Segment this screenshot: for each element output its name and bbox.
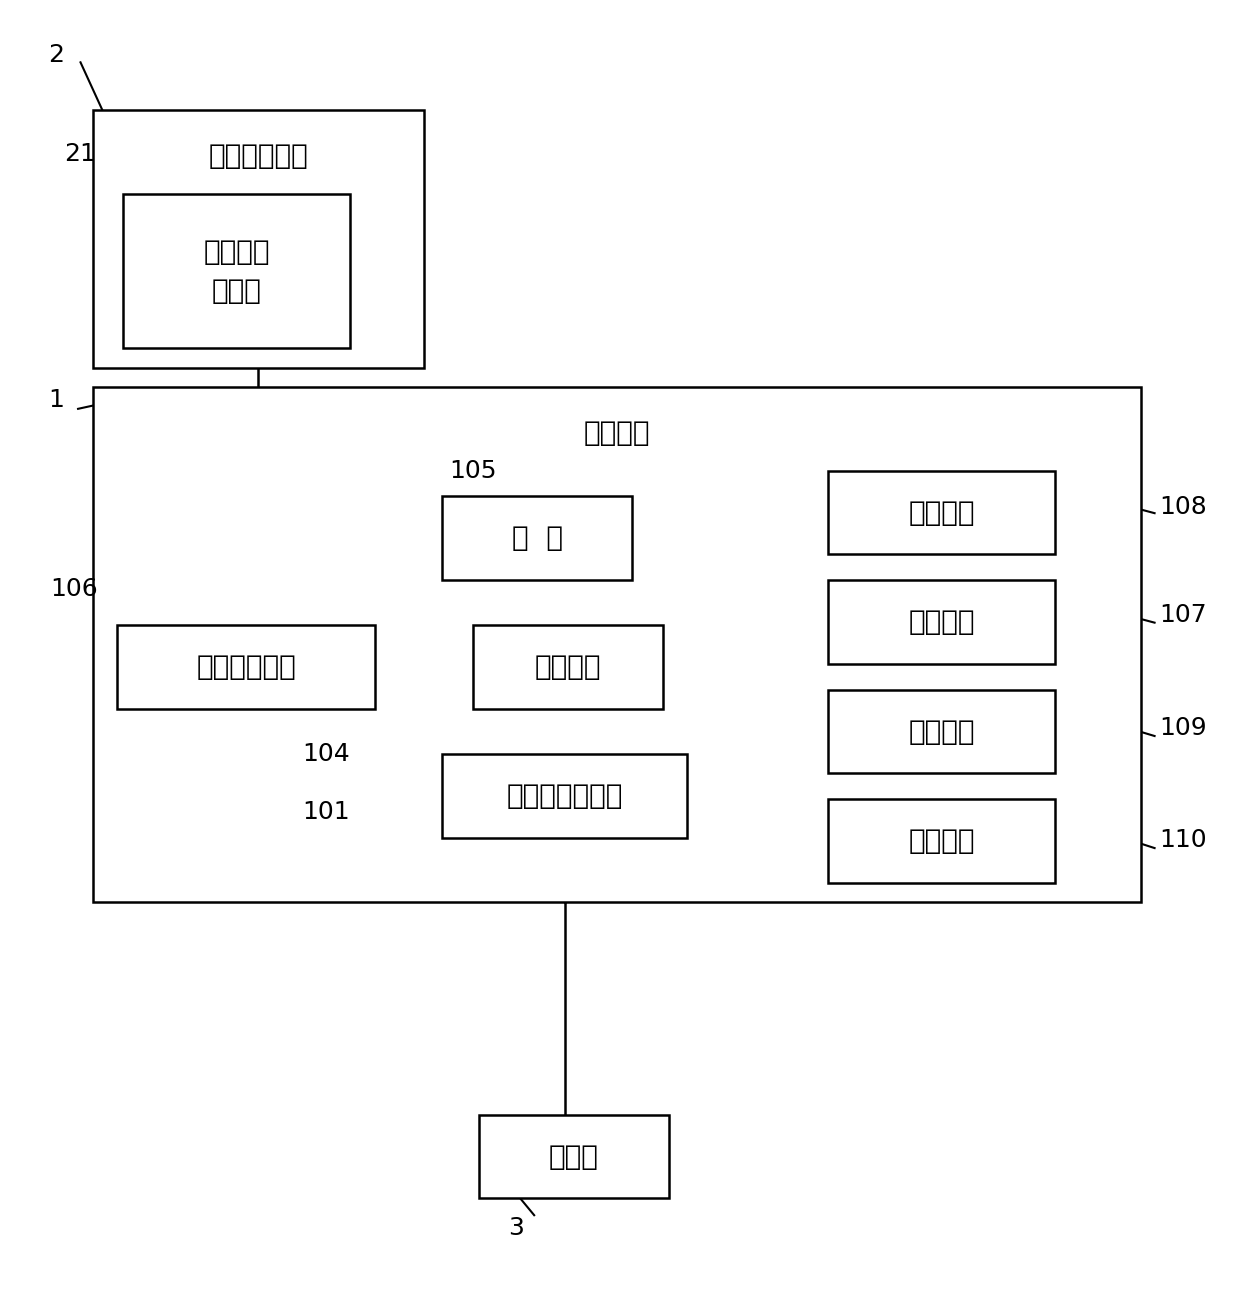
Text: 存储模块: 存储模块 xyxy=(909,827,975,855)
Bar xyxy=(124,194,350,349)
Bar xyxy=(472,625,663,710)
Bar xyxy=(118,625,374,710)
Text: 106: 106 xyxy=(51,577,98,602)
Bar xyxy=(443,496,632,581)
Text: 电  源: 电 源 xyxy=(512,525,563,552)
Bar xyxy=(443,754,687,837)
Bar xyxy=(828,799,1055,883)
Text: 3: 3 xyxy=(508,1216,523,1240)
Bar xyxy=(828,470,1055,555)
Bar xyxy=(479,1115,670,1198)
Text: 107: 107 xyxy=(1159,603,1207,628)
Text: 1: 1 xyxy=(48,388,64,411)
Text: 110: 110 xyxy=(1159,828,1207,853)
Text: 移动端: 移动端 xyxy=(549,1143,599,1170)
Text: 按键模块: 按键模块 xyxy=(909,717,975,746)
Text: 主控制台: 主控制台 xyxy=(584,419,650,447)
Bar xyxy=(828,690,1055,773)
Text: 105: 105 xyxy=(449,458,496,483)
Text: 104: 104 xyxy=(301,742,350,766)
Text: 温度检测模块: 温度检测模块 xyxy=(208,142,309,171)
Bar xyxy=(93,387,1141,902)
Text: 显示模块: 显示模块 xyxy=(909,608,975,635)
Text: 近距离通信模块: 近距离通信模块 xyxy=(507,783,622,810)
Text: 108: 108 xyxy=(1159,495,1208,518)
Text: 时钟模块: 时钟模块 xyxy=(909,499,975,526)
Text: 主控芯片: 主控芯片 xyxy=(534,654,601,681)
Text: 无线温度
传感器: 无线温度 传感器 xyxy=(203,237,270,305)
Text: 21: 21 xyxy=(64,142,97,165)
Text: 109: 109 xyxy=(1159,716,1207,741)
Bar xyxy=(93,109,424,367)
Text: 2: 2 xyxy=(48,43,64,66)
Text: 无线通信模块: 无线通信模块 xyxy=(196,654,296,681)
Bar xyxy=(828,581,1055,664)
Text: 101: 101 xyxy=(301,799,350,824)
